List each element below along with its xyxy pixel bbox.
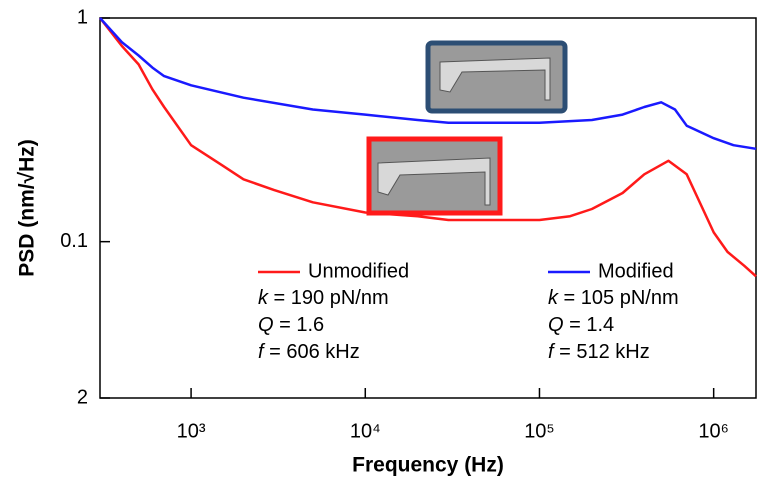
legend-label: Modified [598,260,674,282]
inset-unmodified [366,136,503,216]
y-tick-label: 0.1 [60,230,88,252]
annotation: Q = 1.6 [258,314,324,336]
x-tick-label: 10⁵ [524,420,555,442]
y-tick-label: 1 [77,6,88,28]
annotation-text: = 606 kHz [264,341,360,363]
y-tick-label: 2 [77,386,88,408]
annotation-symbol: Q [548,314,564,336]
annotation-text: = 512 kHz [554,341,650,363]
x-tick-label: 10³ [177,420,206,442]
y-axis-title: PSD (nm/√Hz) [16,139,39,277]
series-line [99,17,757,151]
plot-frame [99,17,757,399]
annotation: k = 105 pN/nm [548,287,679,309]
annotation: k = 190 pN/nm [258,287,389,309]
x-axis-title: Frequency (Hz) [352,454,504,477]
annotation-symbol: k [548,287,559,309]
annotation-text: = 105 pN/nm [558,287,679,309]
annotation-symbol: f [548,341,556,363]
annotation: f = 606 kHz [258,341,360,363]
series-line [99,17,757,278]
inset-modified [425,40,568,114]
annotation-text: = 1.4 [564,314,615,336]
annotation-text: = 190 pN/nm [268,287,389,309]
x-tick-label: 10⁶ [698,420,728,442]
annotation: f = 512 kHz [548,341,650,363]
legend-label: Unmodified [308,260,409,282]
x-tick-label: 10⁴ [350,420,381,442]
annotation-text: = 1.6 [274,314,325,336]
annotation-symbol: f [258,341,266,363]
annotation-symbol: Q [258,314,274,336]
annotation: Q = 1.4 [548,314,614,336]
annotation-symbol: k [258,287,269,309]
